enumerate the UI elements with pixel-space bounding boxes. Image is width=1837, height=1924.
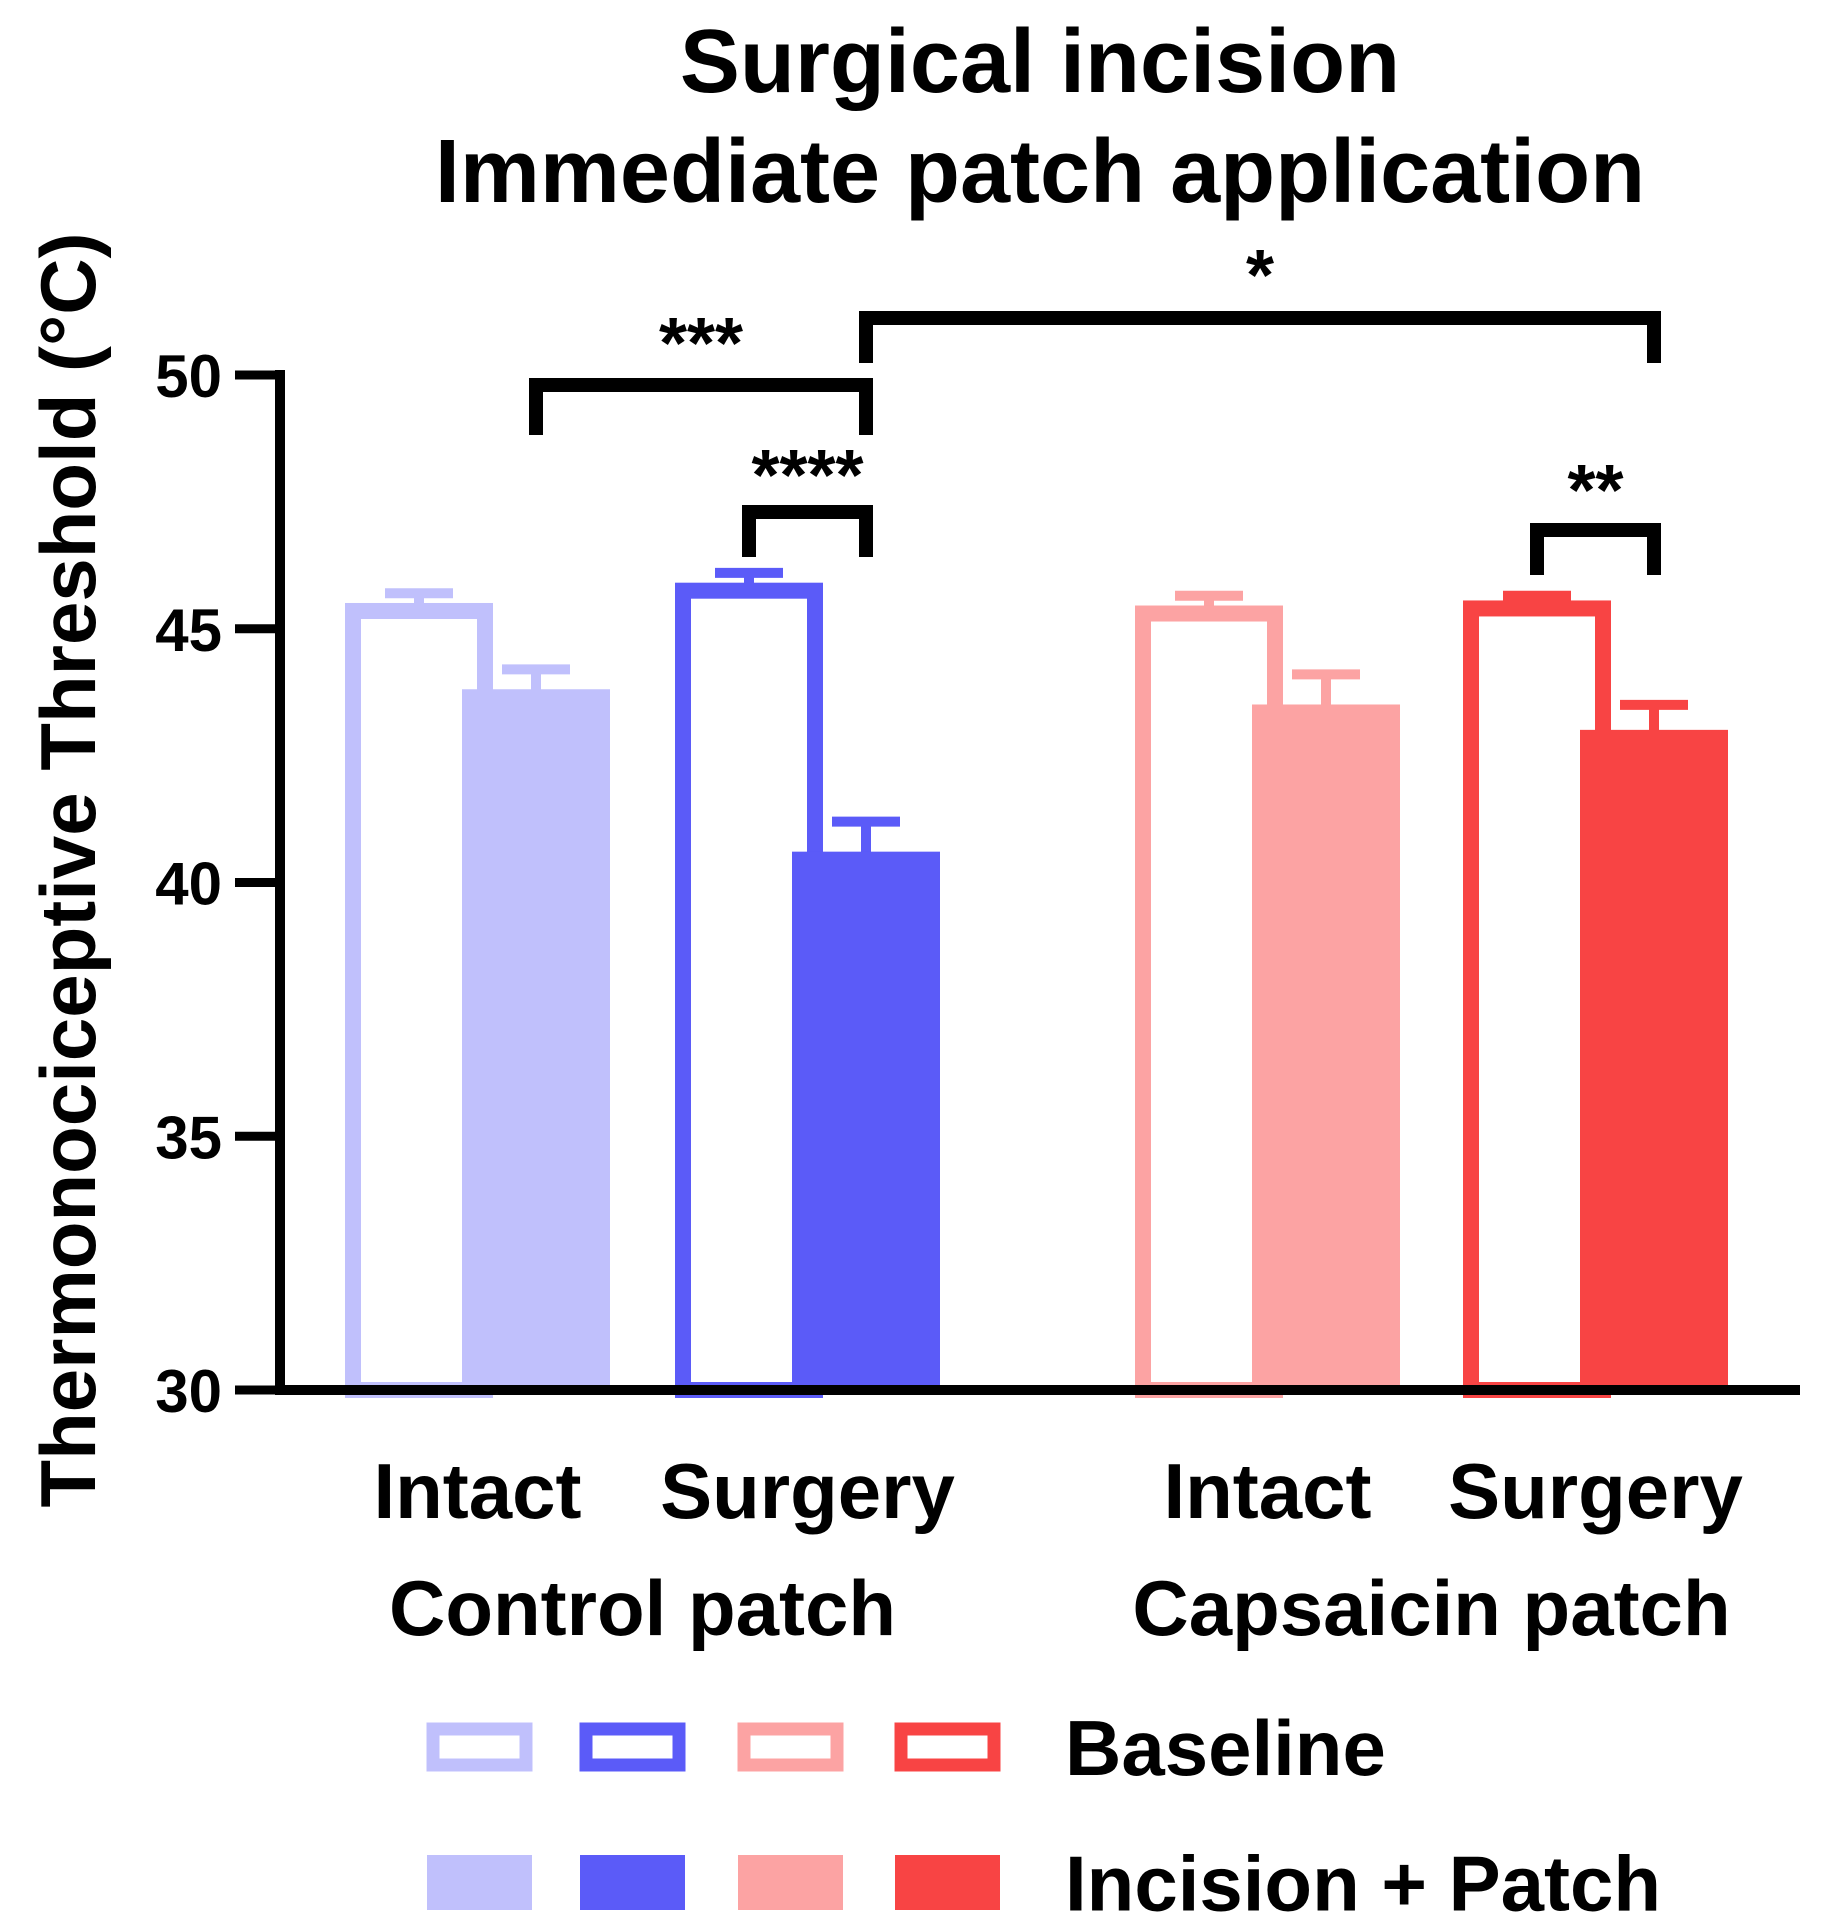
y-tick-label: 40	[155, 851, 222, 918]
legend-swatch-filled	[427, 1855, 532, 1910]
legend-swatch-filled	[738, 1855, 843, 1910]
bar-incision-patch	[1580, 729, 1728, 1390]
y-tick-label: 35	[155, 1104, 222, 1171]
bar-group	[1580, 699, 1728, 1390]
significance-bracket: ***	[529, 304, 873, 435]
legend-swatch-outline	[579, 1722, 686, 1772]
significance-label: *	[1246, 236, 1274, 316]
bar-incision-patch	[462, 689, 610, 1390]
y-tick-label: 45	[155, 597, 222, 664]
category-label: Surgery	[1448, 1447, 1743, 1535]
significance-brackets: **********	[529, 236, 1661, 575]
significance-bracket: ****	[742, 436, 873, 557]
y-axis-label: Thermonociceptive Threshold (°C)	[24, 232, 112, 1507]
chart-title-line-1: Surgical incision	[680, 12, 1400, 112]
legend: Baseline Incision + Patch	[426, 1704, 1661, 1924]
significance-label: ***	[659, 304, 743, 384]
bar-incision-patch	[1252, 704, 1400, 1390]
category-labels: Intact Surgery Control patch Intact Surgery C…	[373, 1447, 1742, 1652]
legend-swatch-outline	[894, 1722, 1001, 1772]
legend-swatch-outline	[737, 1722, 844, 1772]
bar-group	[792, 816, 940, 1390]
category-label: Surgery	[660, 1447, 955, 1535]
y-tick-label: 50	[155, 343, 222, 410]
axes	[275, 370, 1800, 1395]
bars-layer	[345, 567, 1728, 1398]
chart-title-line-2: Immediate patch application	[435, 122, 1645, 222]
y-tick-label: 30	[155, 1358, 222, 1425]
legend-label: Incision + Patch	[1065, 1840, 1661, 1924]
legend-label: Baseline	[1065, 1704, 1386, 1792]
bar-incision-patch	[792, 851, 940, 1390]
bracket-line	[742, 505, 873, 557]
bar-group	[462, 664, 610, 1390]
bar-group	[1252, 669, 1400, 1390]
y-axis-ticks: 30 35 40 45 50	[155, 343, 280, 1425]
significance-bracket: *	[859, 236, 1661, 363]
significance-bracket: **	[1530, 451, 1661, 575]
group-label: Capsaicin patch	[1132, 1564, 1730, 1652]
significance-label: ****	[751, 436, 863, 516]
group-label: Control patch	[389, 1564, 896, 1652]
legend-swatch-outline	[426, 1722, 533, 1772]
legend-entry: Baseline	[426, 1704, 1386, 1792]
legend-swatch-filled	[895, 1855, 1000, 1910]
bracket-line	[859, 311, 1661, 363]
legend-swatch-filled	[580, 1855, 685, 1910]
legend-entry: Incision + Patch	[427, 1840, 1661, 1924]
bracket-line	[529, 378, 873, 435]
category-label: Intact	[373, 1447, 581, 1535]
chart-title: Surgical incision Immediate patch applic…	[435, 12, 1645, 222]
category-label: Intact	[1163, 1447, 1371, 1535]
significance-label: **	[1567, 451, 1623, 531]
bracket-line	[1530, 523, 1661, 575]
